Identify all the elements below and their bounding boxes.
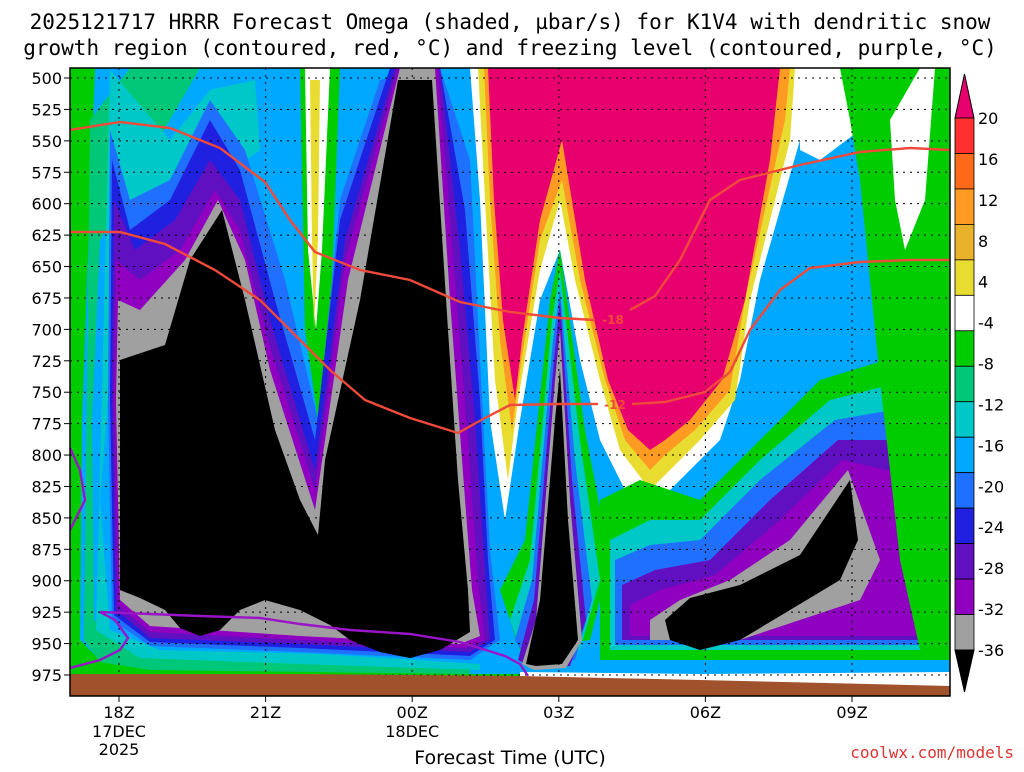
colorbar-swatch-14 <box>954 614 975 651</box>
y-tick-label-625: 625 <box>31 226 62 245</box>
isotherm-label-minus-18: -18 <box>602 313 624 327</box>
colorbar-swatch-1 <box>954 153 975 190</box>
x-axis-label: Forecast Time (UTC) <box>414 747 605 768</box>
y-tick-label-975: 975 <box>31 666 62 685</box>
colorbar-swatch-6 <box>954 330 975 367</box>
x-tick-label-21Z: 21Z <box>250 703 281 722</box>
colorbar-bottom-arrow <box>954 649 975 693</box>
y-tick-label-700: 700 <box>31 320 62 339</box>
colorbar-label--32: -32 <box>978 600 1004 619</box>
y-tick-label-675: 675 <box>31 289 62 308</box>
x-tick-date-00Z: 18DEC <box>385 722 439 741</box>
colorbar-label-12: 12 <box>978 191 998 210</box>
y-tick-label-950: 950 <box>31 635 62 654</box>
y-tick-label-725: 725 <box>31 352 62 371</box>
colorbar-label--12: -12 <box>978 395 1004 414</box>
isotherm-label-minus-12: -12 <box>604 398 626 412</box>
isotherm-minus-18-line <box>70 120 950 322</box>
omega-yellow-col-22z <box>310 80 320 330</box>
y-tick-label-750: 750 <box>31 383 62 402</box>
omega-black-right-cell <box>665 480 858 650</box>
colorbar-label--36: -36 <box>978 641 1004 660</box>
y-tick-label-825: 825 <box>31 477 62 496</box>
isotherm-minus-12-line <box>70 230 950 435</box>
colorbar-label--24: -24 <box>978 518 1004 537</box>
y-tick-label-600: 600 <box>31 195 62 214</box>
colorbar-swatch-0 <box>954 117 975 154</box>
colorbar-label--8: -8 <box>978 355 994 374</box>
colorbar-swatch-12 <box>954 543 975 580</box>
colorbar-swatch-11 <box>954 507 975 544</box>
colorbar-swatch-3 <box>954 223 975 261</box>
omega-black-left-cell <box>120 80 470 658</box>
colorbar: 20 16 12 8 4 -4 -8 -12 -16 -20 -24 -28 -32 -36 <box>954 73 1004 693</box>
omega-magenta-right <box>488 68 780 450</box>
x-tick-year-18Z: 2025 <box>99 740 140 759</box>
colorbar-swatch-13 <box>954 578 975 615</box>
omega-cyan-left <box>96 70 480 670</box>
colorbar-swatch-5 <box>954 294 975 332</box>
colorbar-label--20: -20 <box>978 477 1004 496</box>
chart-title-line2: growth region (contoured, red, °C) and f… <box>23 36 997 60</box>
colorbar-label-16: 16 <box>978 150 998 169</box>
y-tick-label-900: 900 <box>31 572 62 591</box>
y-tick-label-925: 925 <box>31 603 62 622</box>
colorbar-label--28: -28 <box>978 559 1004 578</box>
colorbar-swatch-9 <box>954 436 975 474</box>
watermark: coolwx.com/models <box>850 743 1014 762</box>
y-tick-label-775: 775 <box>31 415 62 434</box>
x-tick-label-03Z: 03Z <box>543 703 574 722</box>
y-tick-label-850: 850 <box>31 509 62 528</box>
y-tick-label-575: 575 <box>31 163 62 182</box>
x-tick-label-00Z: 00Z <box>397 703 428 722</box>
y-tick-label-550: 550 <box>31 132 62 151</box>
colorbar-label--16: -16 <box>978 436 1004 455</box>
y-tick-label-650: 650 <box>31 258 62 277</box>
y-tick-label-500: 500 <box>31 69 62 88</box>
colorbar-label-4: 4 <box>978 273 988 292</box>
colorbar-swatch-4 <box>954 259 975 296</box>
plot-frame <box>69 67 951 697</box>
x-tick-label-18Z: 18Z <box>103 703 134 722</box>
y-tick-label-525: 525 <box>31 100 62 119</box>
x-tick-label-06Z: 06Z <box>690 703 721 722</box>
colorbar-label-20: 20 <box>978 109 998 128</box>
y-tick-label-875: 875 <box>31 540 62 559</box>
x-tick-label-09Z: 09Z <box>836 703 867 722</box>
freezing-level-line <box>70 447 529 677</box>
colorbar-swatch-7 <box>954 365 975 403</box>
omega-black-center <box>526 370 578 666</box>
omega-green-far-right <box>840 68 950 660</box>
colorbar-swatch-2 <box>954 188 975 225</box>
colorbar-label-8: 8 <box>978 232 988 251</box>
plot-area: -18 -12 <box>70 68 950 696</box>
colorbar-swatch-8 <box>954 401 975 438</box>
colorbar-swatch-10 <box>954 472 975 509</box>
colorbar-top-arrow <box>954 73 975 119</box>
omega-white-notch-right <box>890 68 935 250</box>
y-tick-label-800: 800 <box>31 446 62 465</box>
y-axis: 500 525 550 575 600 625 650 675 700 725 750 775 800 8… <box>31 69 70 685</box>
ground-terrain <box>70 674 950 696</box>
chart-title-line1: 2025121717 HRRR Forecast Omega (shaded, … <box>30 10 991 34</box>
colorbar-label--4: -4 <box>978 314 994 333</box>
x-tick-date-18Z: 17DEC <box>92 722 146 741</box>
